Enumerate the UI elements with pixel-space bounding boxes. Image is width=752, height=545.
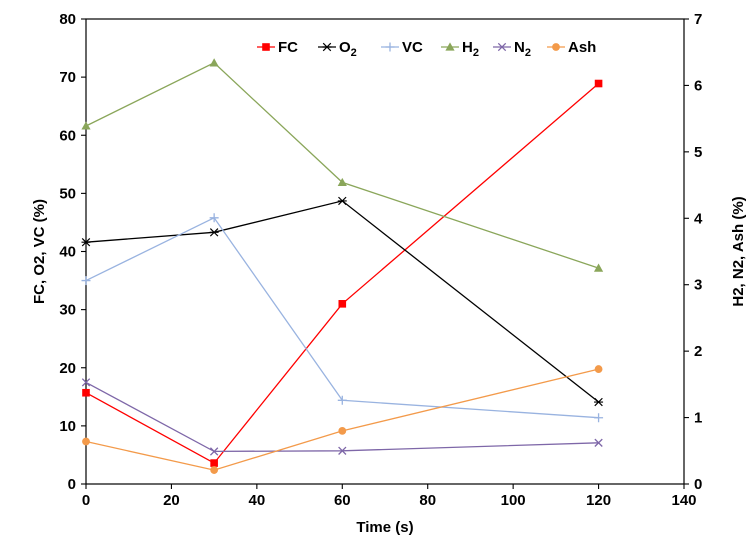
y-left-tick-label: 40 — [59, 244, 76, 261]
series-n2 — [81, 378, 603, 456]
legend-label-main: H — [462, 39, 473, 56]
y-right-tick-label: 6 — [694, 77, 702, 94]
data-point-h2 — [209, 58, 219, 67]
data-point-ash — [594, 365, 603, 373]
y-axis-right-title: H2, N2, Ash (%) — [730, 196, 747, 306]
chart-axes: 0 20 40 60 80 100 120 1400102030405060708001234… — [59, 11, 703, 509]
y-right-tick-label: 4 — [694, 210, 703, 227]
data-point-vc — [81, 276, 91, 286]
data-point-ash — [82, 437, 90, 446]
x-tick-label: 60 — [334, 492, 351, 509]
series-vc — [81, 213, 604, 423]
legend-item-h2: H2 — [441, 39, 479, 59]
legend-label-main: O — [339, 39, 351, 56]
y-right-tick-label: 0 — [694, 476, 702, 493]
legend-marker-n2 — [497, 42, 507, 52]
x-tick-label: 120 — [586, 492, 611, 509]
legend-label-main: N — [514, 39, 525, 56]
data-point-vc — [337, 395, 347, 405]
axis-titles: Time (s) FC, O2, VC (%) H2, N2, Ash (%) — [31, 196, 747, 536]
x-axis-title: Time (s) — [356, 519, 413, 536]
series-fc — [82, 79, 603, 467]
legend-marker-ash — [552, 43, 560, 51]
series-line-vc — [85, 216, 599, 419]
legend-item-n2: N2 — [493, 39, 531, 59]
legend-label-ash: Ash — [568, 39, 596, 56]
legend-marker-vc — [385, 42, 395, 52]
y-left-tick-label: 80 — [59, 11, 76, 28]
chart-legend: FC O2 VC H2 N2 Ash — [257, 39, 596, 59]
legend-label-main: FC — [278, 39, 298, 56]
y-left-tick-label: 0 — [68, 476, 76, 493]
y-left-tick-label: 50 — [59, 185, 76, 202]
legend-marker-o2 — [322, 42, 332, 52]
y-left-tick-label: 20 — [59, 360, 76, 377]
data-point-h2 — [593, 263, 604, 272]
data-point-vc — [594, 413, 604, 423]
series-line-h2 — [85, 62, 599, 269]
y-right-tick-label: 1 — [694, 410, 702, 427]
data-point-n2 — [209, 447, 219, 456]
series-line-fc — [85, 83, 600, 464]
legend-item-fc: FC — [257, 39, 298, 56]
data-point-n2 — [594, 438, 603, 447]
data-point-ash — [338, 426, 347, 435]
data-point-vc — [209, 213, 219, 223]
data-point-o2 — [81, 237, 91, 247]
data-point-fc — [82, 388, 90, 397]
data-point-o2 — [594, 397, 604, 407]
data-point-h2 — [337, 177, 347, 187]
x-tick-label: 80 — [419, 492, 436, 509]
data-point-h2 — [81, 121, 91, 130]
x-tick-label: 140 — [671, 492, 696, 509]
data-point-fc — [594, 79, 603, 88]
y-right-tick-label: 7 — [694, 11, 702, 28]
series-o2 — [81, 196, 604, 407]
data-point-ash — [210, 466, 219, 474]
y-left-tick-label: 10 — [59, 418, 76, 435]
legend-label-main: Ash — [568, 39, 596, 56]
legend-label-n2: N2 — [514, 39, 531, 59]
legend-marker-fc — [262, 43, 270, 51]
legend-label-subscript: 2 — [525, 47, 531, 59]
data-point-n2 — [338, 446, 347, 455]
x-tick-label: 40 — [249, 492, 266, 509]
legend-label-subscript: 2 — [473, 47, 479, 59]
y-right-tick-label: 2 — [694, 343, 702, 360]
series-h2 — [81, 58, 604, 272]
legend-item-o2: O2 — [318, 39, 357, 59]
legend-label-main: VC — [402, 39, 423, 56]
y-axis-left-title: FC, O2, VC (%) — [31, 199, 48, 304]
data-point-o2 — [337, 196, 347, 206]
x-tick-label: 100 — [501, 492, 526, 509]
y-left-tick-label: 70 — [59, 69, 76, 86]
series-line-ash — [85, 368, 599, 471]
x-tick-label: 20 — [163, 492, 180, 509]
data-point-o2 — [209, 228, 219, 237]
series-line-n2 — [85, 381, 599, 453]
y-right-tick-label: 3 — [694, 277, 702, 294]
y-right-tick-label: 5 — [694, 144, 702, 161]
legend-label-vc: VC — [402, 39, 423, 56]
series-line-o2 — [85, 200, 600, 403]
legend-item-vc: VC — [381, 39, 423, 56]
legend-marker-h2 — [445, 42, 455, 51]
legend-item-ash: Ash — [547, 39, 596, 56]
series-layer — [81, 58, 604, 474]
y-left-tick-label: 30 — [59, 302, 76, 319]
data-point-n2 — [81, 378, 91, 387]
x-tick-label: 0 — [82, 492, 90, 509]
y-left-tick-label: 60 — [59, 127, 76, 144]
legend-label-o2: O2 — [339, 39, 357, 59]
series-ash — [82, 365, 603, 474]
legend-label-fc: FC — [278, 39, 298, 56]
data-point-fc — [210, 459, 218, 467]
legend-label-h2: H2 — [462, 39, 479, 59]
legend-label-subscript: 2 — [351, 47, 357, 59]
plot-frame — [85, 18, 685, 485]
data-point-fc — [338, 300, 347, 308]
